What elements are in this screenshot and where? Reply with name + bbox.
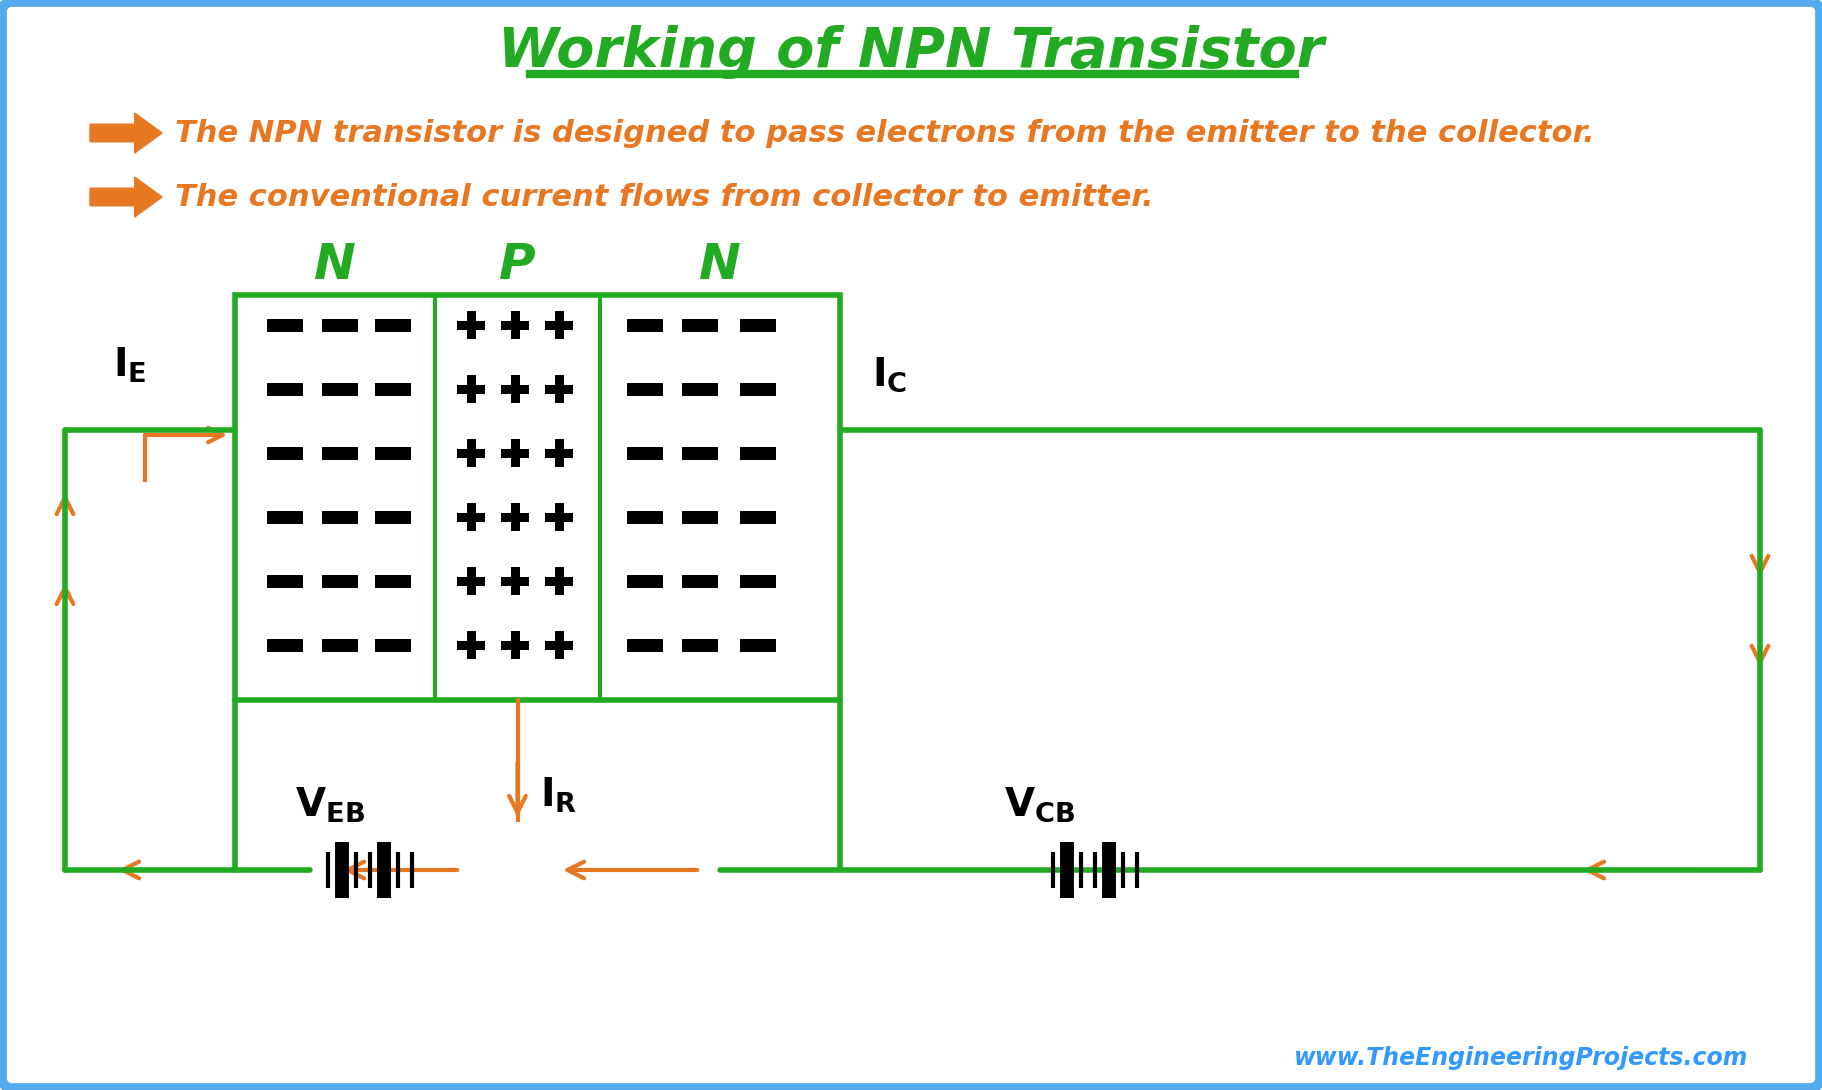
- Text: Working of NPN Transistor: Working of NPN Transistor: [497, 25, 1325, 78]
- Text: $\mathbf{I_R}$: $\mathbf{I_R}$: [539, 775, 578, 814]
- Bar: [740, 318, 776, 331]
- Bar: [466, 502, 476, 531]
- Bar: [235, 295, 840, 700]
- Bar: [375, 383, 412, 396]
- Bar: [375, 639, 412, 652]
- Bar: [322, 383, 357, 396]
- Bar: [375, 510, 412, 523]
- Bar: [681, 383, 718, 396]
- Bar: [268, 639, 302, 652]
- Bar: [322, 574, 357, 588]
- Bar: [322, 318, 357, 331]
- Bar: [375, 318, 412, 331]
- Bar: [268, 447, 302, 460]
- Polygon shape: [89, 177, 162, 217]
- Bar: [457, 448, 485, 458]
- Bar: [545, 320, 572, 329]
- Bar: [627, 639, 663, 652]
- Bar: [268, 383, 302, 396]
- Bar: [510, 311, 519, 339]
- Bar: [681, 639, 718, 652]
- Bar: [554, 311, 563, 339]
- Bar: [681, 447, 718, 460]
- Bar: [740, 574, 776, 588]
- Bar: [510, 502, 519, 531]
- Bar: [466, 375, 476, 403]
- Bar: [510, 439, 519, 467]
- Bar: [627, 318, 663, 331]
- Bar: [501, 641, 528, 650]
- Bar: [501, 512, 528, 521]
- Text: $\mathbf{I_E}$: $\mathbf{I_E}$: [113, 346, 148, 385]
- Bar: [554, 502, 563, 531]
- Bar: [466, 631, 476, 659]
- Text: www.TheEngineeringProjects.com: www.TheEngineeringProjects.com: [1294, 1046, 1747, 1070]
- Bar: [457, 512, 485, 521]
- Bar: [268, 510, 302, 523]
- Bar: [545, 641, 572, 650]
- Bar: [501, 448, 528, 458]
- Bar: [466, 439, 476, 467]
- Bar: [510, 631, 519, 659]
- Bar: [545, 577, 572, 585]
- Bar: [545, 385, 572, 393]
- Bar: [510, 567, 519, 595]
- Bar: [375, 447, 412, 460]
- Bar: [681, 574, 718, 588]
- Bar: [501, 577, 528, 585]
- Bar: [740, 383, 776, 396]
- Bar: [466, 567, 476, 595]
- Bar: [501, 320, 528, 329]
- Bar: [510, 375, 519, 403]
- Text: The conventional current flows from collector to emitter.: The conventional current flows from coll…: [175, 182, 1153, 211]
- Bar: [627, 510, 663, 523]
- Bar: [554, 375, 563, 403]
- Bar: [554, 439, 563, 467]
- Text: N: N: [700, 241, 742, 289]
- Bar: [457, 577, 485, 585]
- Text: The NPN transistor is designed to pass electrons from the emitter to the collect: The NPN transistor is designed to pass e…: [175, 119, 1594, 147]
- Text: P: P: [499, 241, 536, 289]
- Bar: [545, 512, 572, 521]
- Bar: [268, 574, 302, 588]
- Bar: [554, 631, 563, 659]
- Bar: [740, 639, 776, 652]
- Bar: [627, 447, 663, 460]
- Bar: [681, 510, 718, 523]
- Bar: [457, 320, 485, 329]
- Text: N: N: [313, 241, 355, 289]
- Bar: [322, 639, 357, 652]
- Bar: [627, 574, 663, 588]
- Bar: [375, 574, 412, 588]
- Bar: [545, 448, 572, 458]
- Bar: [322, 447, 357, 460]
- Bar: [627, 383, 663, 396]
- Polygon shape: [89, 113, 162, 153]
- Bar: [466, 311, 476, 339]
- Bar: [322, 510, 357, 523]
- Bar: [268, 318, 302, 331]
- Bar: [501, 385, 528, 393]
- Text: $\mathbf{I_C}$: $\mathbf{I_C}$: [873, 355, 907, 395]
- Bar: [554, 567, 563, 595]
- Bar: [681, 318, 718, 331]
- Bar: [740, 510, 776, 523]
- Text: $\mathbf{V_{EB}}$: $\mathbf{V_{EB}}$: [295, 786, 364, 825]
- Bar: [740, 447, 776, 460]
- Bar: [457, 385, 485, 393]
- Bar: [457, 641, 485, 650]
- Text: $\mathbf{V_{CB}}$: $\mathbf{V_{CB}}$: [1004, 786, 1075, 824]
